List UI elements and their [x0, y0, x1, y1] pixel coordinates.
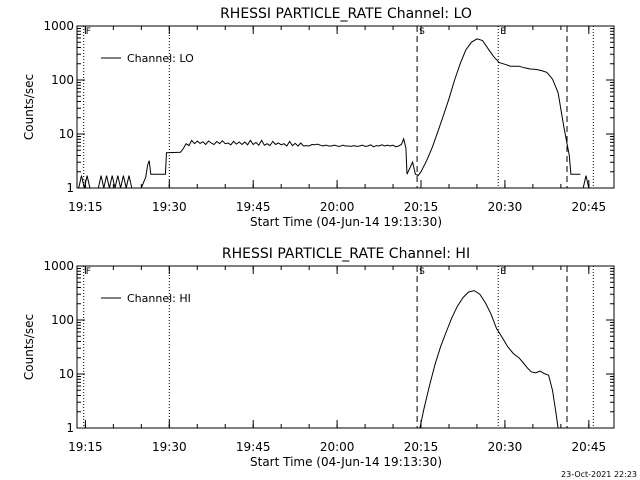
x-tick-label: 20:00	[320, 200, 355, 214]
y-axis-label: Counts/sec	[22, 314, 36, 380]
event-marker-label: S	[419, 27, 425, 37]
series-line	[78, 38, 581, 189]
y-tick-label: 1000	[43, 259, 74, 273]
chart-lo: RHESSI PARTICLE_RATE Channel: LO 1 10 100 10…	[22, 6, 615, 229]
x-tick-label: 20:15	[404, 440, 439, 454]
x-tick-label: 19:30	[152, 440, 187, 454]
x-tick-label: 20:45	[572, 200, 607, 214]
legend-label: Channel: LO	[127, 52, 194, 65]
chart-title: RHESSI PARTICLE_RATE Channel: LO	[220, 6, 472, 22]
event-marker-label: F	[86, 27, 91, 37]
series-line	[582, 175, 590, 189]
y-tick-label: 1000	[43, 19, 74, 33]
x-tick-label: 20:15	[404, 200, 439, 214]
x-tick-label: 19:45	[236, 200, 271, 214]
footer-timestamp: 23-Oct-2021 22:23	[561, 470, 637, 479]
y-tick-label: 1	[66, 181, 74, 195]
x-tick-label: 20:30	[488, 440, 523, 454]
chart-title: RHESSI PARTICLE_RATE Channel: HI	[222, 246, 470, 262]
x-tick-label: 20:45	[572, 440, 607, 454]
x-axis-label: Start Time (04-Jun-14 19:13:30)	[250, 215, 442, 229]
x-tick-label: 19:15	[68, 200, 103, 214]
event-marker-label: S	[419, 267, 425, 277]
y-tick-label: 100	[51, 313, 74, 327]
legend-label: Channel: HI	[127, 292, 191, 305]
y-tick-label: 1	[66, 421, 74, 435]
x-tick-label: 19:30	[152, 200, 187, 214]
x-axis-label: Start Time (04-Jun-14 19:13:30)	[250, 455, 442, 469]
chart-hi: RHESSI PARTICLE_RATE Channel: HI 1 10 100 10…	[22, 246, 615, 469]
event-marker-label: F	[86, 267, 91, 277]
x-tick-label: 20:30	[488, 200, 523, 214]
event-marker-label: E	[500, 27, 506, 37]
plot-frame	[76, 265, 615, 429]
y-tick-label: 10	[59, 127, 74, 141]
x-tick-label: 19:45	[236, 440, 271, 454]
y-axis-label: Counts/sec	[22, 74, 36, 140]
y-tick-label: 100	[51, 73, 74, 87]
x-tick-label: 19:15	[68, 440, 103, 454]
plot-frame	[76, 25, 615, 189]
series-line	[419, 290, 559, 429]
y-tick-label: 10	[59, 367, 74, 381]
x-tick-label: 20:00	[320, 440, 355, 454]
event-marker-label: E	[500, 267, 506, 277]
